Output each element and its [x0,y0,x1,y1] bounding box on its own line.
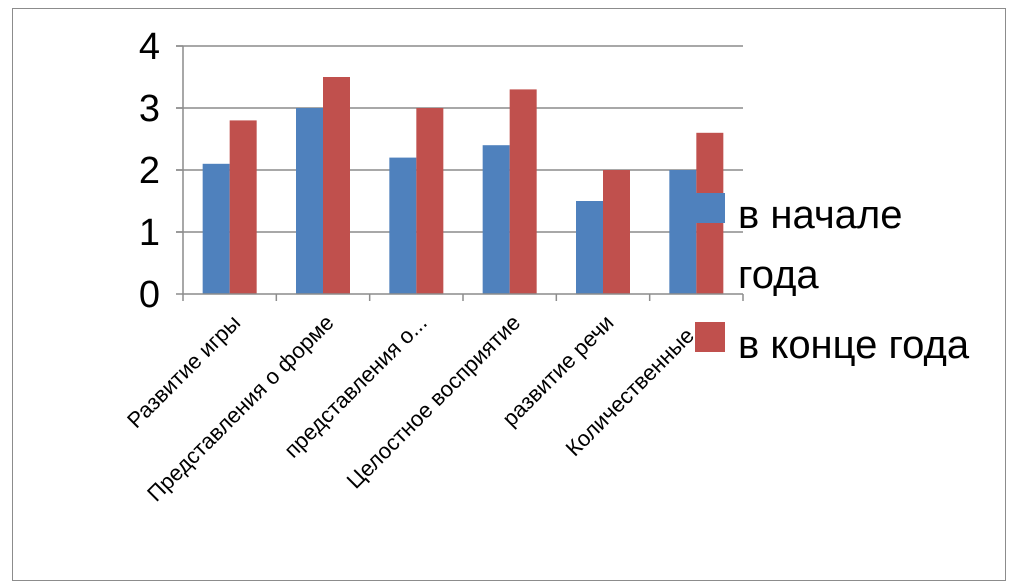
bar-series-1 [482,145,510,294]
bar-series-1 [576,201,603,294]
bar-series-2 [416,108,444,294]
bar-series-2 [509,89,537,295]
x-tick-label: Представления о форме [142,310,338,506]
bar-series-2 [323,77,350,294]
legend-swatch [695,322,725,352]
legend-swatch [695,193,725,223]
bar-series-1 [202,163,230,294]
legend-label: в начале года [738,193,903,297]
bar-series-1 [389,157,417,294]
bar-series-2 [603,170,630,294]
bar-series-1 [296,108,323,294]
legend-label: в конце года [738,323,970,367]
y-tick-label: 0 [139,274,160,316]
y-tick-label: 1 [139,212,160,254]
y-tick-label: 2 [139,150,160,192]
bars [202,77,724,295]
bar-series-1 [669,170,697,294]
bar-series-2 [229,120,257,295]
x-tick-label: Целостное восприятие [342,310,526,494]
legend: в начале года в конце года [695,193,970,367]
y-tick-label: 4 [139,26,160,68]
y-tick-label: 3 [139,88,160,130]
gridlines [176,45,743,233]
